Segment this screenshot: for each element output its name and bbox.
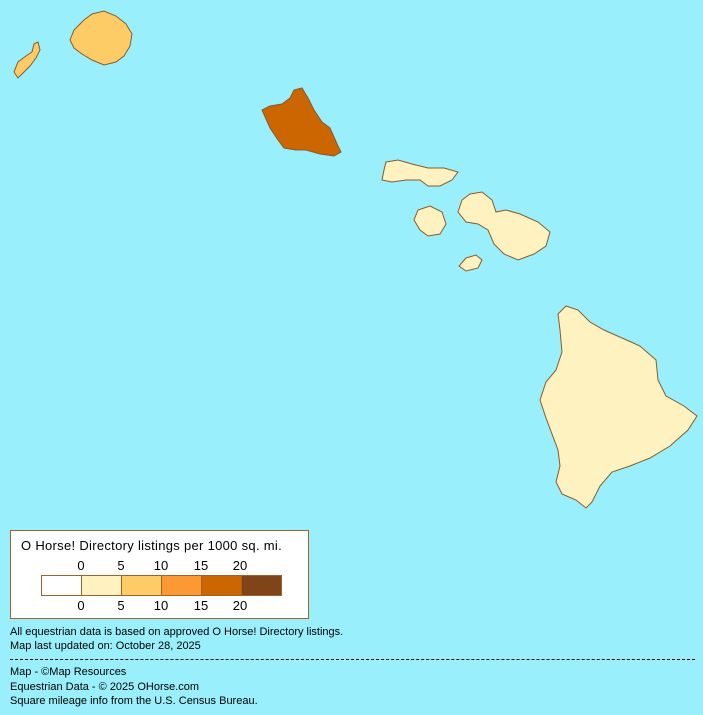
census-credit: Square mileage info from the U.S. Census… — [10, 695, 258, 707]
island-niihau[interactable] — [13, 41, 41, 79]
legend-tick: 10 — [153, 558, 169, 573]
map-credit: Map - ©Map Resources — [10, 666, 127, 678]
legend-swatch — [42, 576, 82, 595]
legend-tick: 5 — [117, 558, 125, 573]
island-molokai[interactable] — [381, 159, 459, 187]
hawaii-map — [13, 10, 698, 509]
legend-title: O Horse! Directory listings per 1000 sq.… — [21, 538, 283, 553]
data-credit: Equestrian Data - © 2025 OHorse.com — [10, 681, 200, 693]
island-lanai[interactable] — [413, 205, 447, 237]
legend-color-scale — [41, 575, 282, 596]
legend-tick: 0 — [77, 558, 85, 573]
last-updated-note: Map last updated on: October 28, 2025 — [10, 640, 201, 652]
legend-swatch — [122, 576, 162, 595]
island-kahoolawe[interactable] — [458, 254, 483, 272]
legend-tick: 20 — [232, 598, 248, 613]
legend-ticks-top: 0 5 10 15 20 — [11, 558, 308, 574]
legend-ticks-bottom: 0 5 10 15 20 — [11, 598, 308, 614]
legend-tick: 20 — [232, 558, 248, 573]
legend-tick: 5 — [117, 598, 125, 613]
legend-swatch — [162, 576, 202, 595]
legend-tick: 15 — [193, 558, 209, 573]
data-source-note: All equestrian data is based on approved… — [10, 626, 344, 638]
island-oahu[interactable] — [261, 87, 342, 157]
legend: O Horse! Directory listings per 1000 sq.… — [10, 530, 309, 619]
legend-swatch — [202, 576, 242, 595]
divider — [10, 659, 695, 660]
legend-swatch — [242, 576, 281, 595]
island-kauai[interactable] — [69, 10, 133, 66]
legend-tick: 15 — [193, 598, 209, 613]
island-maui[interactable] — [457, 191, 551, 261]
island-hawaii[interactable] — [539, 305, 698, 509]
legend-tick: 10 — [153, 598, 169, 613]
legend-swatch — [82, 576, 122, 595]
legend-tick: 0 — [77, 598, 85, 613]
